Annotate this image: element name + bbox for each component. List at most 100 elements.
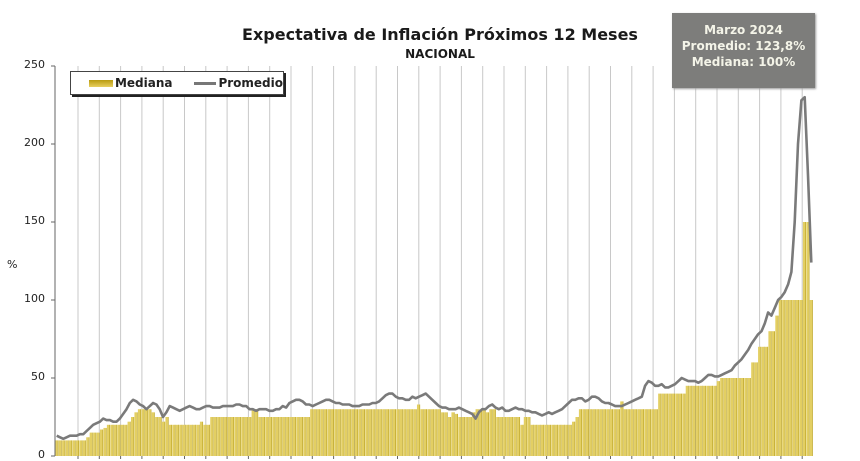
- median-bar: [296, 417, 300, 456]
- median-bar: [361, 409, 365, 456]
- median-bar: [727, 378, 730, 456]
- median-bar: [534, 424, 537, 456]
- median-bar: [330, 409, 334, 456]
- median-bar: [427, 409, 430, 456]
- median-bar: [503, 417, 506, 456]
- annotation-mediana: Mediana: 100%: [691, 55, 796, 69]
- median-bar: [799, 300, 803, 456]
- median-bar: [713, 385, 716, 456]
- median-bar: [413, 409, 417, 456]
- median-bar: [131, 417, 134, 456]
- median-bar: [99, 429, 103, 456]
- median-bar: [568, 424, 572, 456]
- median-bar: [740, 378, 744, 456]
- median-bar: [110, 424, 113, 456]
- median-bar: [217, 417, 220, 456]
- median-bar: [527, 417, 530, 456]
- median-bar: [337, 409, 341, 456]
- median-bar: [603, 409, 606, 456]
- median-bar: [117, 424, 120, 456]
- median-bar: [730, 378, 734, 456]
- median-bar: [675, 393, 679, 456]
- median-bar: [596, 409, 599, 456]
- median-bar: [582, 409, 585, 456]
- median-bar: [310, 409, 313, 456]
- median-bar: [265, 417, 269, 456]
- median-bar: [234, 417, 238, 456]
- median-bar: [644, 409, 648, 456]
- median-bar: [537, 424, 541, 456]
- median-bar: [547, 424, 551, 456]
- median-bar: [599, 409, 603, 456]
- median-bar: [251, 409, 255, 456]
- median-bar: [764, 346, 768, 456]
- median-bar: [65, 440, 69, 456]
- median-bar: [706, 385, 710, 456]
- median-bar: [103, 427, 107, 456]
- median-bar: [782, 300, 785, 456]
- median-bar: [196, 424, 200, 456]
- median-bar: [354, 409, 358, 456]
- median-bar: [489, 409, 492, 456]
- median-bar: [186, 424, 189, 456]
- median-bar: [68, 440, 72, 456]
- median-bar: [317, 409, 320, 456]
- median-bar: [785, 300, 789, 456]
- median-bar: [137, 409, 141, 456]
- median-bar: [451, 412, 455, 456]
- legend: Mediana Promedio: [70, 71, 284, 95]
- median-bar: [472, 412, 475, 456]
- median-bar: [558, 424, 561, 456]
- median-bar: [737, 378, 741, 456]
- median-bar: [134, 412, 138, 456]
- median-bar: [754, 362, 758, 456]
- median-bar: [609, 409, 613, 456]
- median-bar: [410, 409, 413, 456]
- median-bar: [151, 412, 155, 456]
- median-bar: [382, 409, 386, 456]
- median-bar: [623, 409, 627, 456]
- median-bar: [589, 409, 592, 456]
- median-bar: [255, 409, 258, 456]
- median-bar: [733, 378, 737, 456]
- median-bar: [751, 362, 754, 456]
- y-tick-50: 50: [31, 370, 45, 383]
- median-bar: [141, 409, 144, 456]
- median-bar: [627, 409, 630, 456]
- y-tick-150: 150: [24, 214, 45, 227]
- median-bar: [199, 421, 203, 456]
- y-axis-title: %: [7, 258, 18, 271]
- median-bar: [434, 409, 437, 456]
- median-bar: [268, 417, 272, 456]
- median-bar: [696, 385, 699, 456]
- median-bar: [248, 417, 251, 456]
- median-bar: [389, 409, 393, 456]
- median-bar: [165, 417, 169, 456]
- median-bar: [565, 424, 568, 456]
- median-bar: [544, 424, 548, 456]
- median-bar: [358, 409, 362, 456]
- median-bar: [468, 417, 472, 456]
- median-bar: [272, 417, 275, 456]
- median-bar: [341, 409, 344, 456]
- median-bar: [444, 412, 448, 456]
- median-bar: [261, 417, 265, 456]
- median-bar: [637, 409, 641, 456]
- chart-subtitle: NACIONAL: [405, 47, 475, 61]
- median-bar: [351, 409, 355, 456]
- median-bar: [661, 393, 665, 456]
- median-bar: [492, 409, 496, 456]
- median-bar: [809, 300, 813, 456]
- median-bar: [189, 424, 193, 456]
- median-bar: [441, 412, 444, 456]
- median-bar: [313, 409, 317, 456]
- median-bar: [702, 385, 706, 456]
- legend-bar-swatch: [89, 79, 113, 87]
- median-bar: [606, 409, 610, 456]
- median-bar: [551, 424, 554, 456]
- median-bar: [478, 409, 482, 456]
- median-bar: [396, 409, 399, 456]
- median-bar: [158, 417, 162, 456]
- median-bar: [692, 385, 696, 456]
